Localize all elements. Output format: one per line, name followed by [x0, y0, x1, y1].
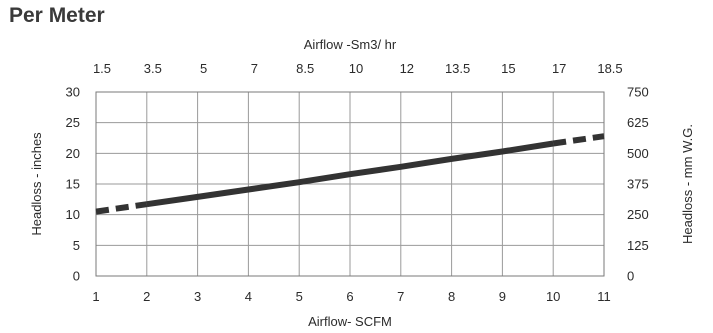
y-left-tick-label: 0 — [73, 269, 80, 284]
x-top-tick-label: 7 — [251, 61, 258, 76]
x-bottom-tick-label: 7 — [397, 289, 404, 304]
x-bottom-tick-label: 3 — [194, 289, 201, 304]
y-right-tick-label: 375 — [627, 177, 649, 192]
y-right-tick-label: 0 — [627, 269, 634, 284]
series-line-solid — [146, 140, 554, 208]
plot-frame — [95, 91, 605, 277]
y-left-tick-label: 5 — [73, 238, 80, 253]
x-bottom-tick-label: 9 — [499, 289, 506, 304]
grid — [95, 91, 605, 277]
y-right-axis-title: Headloss - mm W.G. — [680, 124, 695, 244]
y-right-tick-label: 625 — [627, 115, 649, 130]
y-left-tick-label: 20 — [66, 146, 80, 161]
x-bottom-tick-label: 4 — [245, 289, 252, 304]
x-top-tick-label: 15 — [501, 61, 515, 76]
x-bottom-tick-label: 5 — [296, 289, 303, 304]
x-bottom-tick-label: 8 — [448, 289, 455, 304]
x-bottom-tick-label: 2 — [143, 289, 150, 304]
y-left-axis-title: Headloss - inches — [29, 132, 44, 236]
y-left-tick-label: 25 — [66, 115, 80, 130]
series-line-dashed-end — [552, 133, 605, 147]
series-line-dashed-start — [95, 201, 148, 215]
labels: 1 1.5 2 3.5 3 5 4 7 5 8.5 6 10 7 12 8 13.5 9 15 10 17 11 18.5… — [29, 37, 695, 329]
page-title: Per Meter — [9, 4, 105, 27]
x-top-tick-label: 10 — [349, 61, 363, 76]
series-layer — [95, 133, 605, 215]
x-top-tick-label: 1.5 — [93, 61, 111, 76]
y-left-tick-label: 30 — [66, 85, 80, 100]
x-top-tick-label: 3.5 — [144, 61, 162, 76]
x-top-tick-label: 12 — [400, 61, 414, 76]
x-top-tick-label: 8.5 — [296, 61, 314, 76]
x-top-tick-label: 13.5 — [445, 61, 470, 76]
x-bottom-tick-label: 1 — [92, 289, 99, 304]
x-top-tick-label: 18.5 — [597, 61, 622, 76]
x-top-tick-label: 5 — [200, 61, 207, 76]
x-bottom-tick-label: 6 — [346, 289, 353, 304]
y-right-tick-label: 750 — [627, 85, 649, 100]
y-right-tick-label: 500 — [627, 146, 649, 161]
y-left-tick-label: 10 — [66, 207, 80, 222]
x-bottom-tick-label: 11 — [597, 289, 611, 304]
y-right-tick-label: 250 — [627, 207, 649, 222]
x-top-tick-label: 17 — [552, 61, 566, 76]
y-right-tick-label: 125 — [627, 238, 649, 253]
x-bottom-tick-label: 10 — [546, 289, 560, 304]
x-top-axis-title: Airflow -Sm3/ hr — [304, 37, 397, 52]
x-bottom-axis-title: Airflow- SCFM — [308, 314, 392, 329]
y-left-tick-label: 15 — [66, 177, 80, 192]
